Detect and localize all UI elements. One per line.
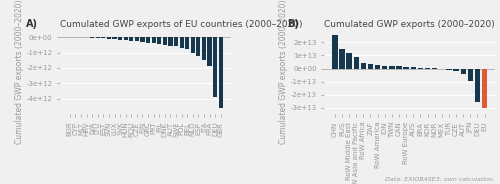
Bar	[346, 53, 352, 68]
Bar	[460, 68, 466, 74]
Bar	[340, 49, 344, 68]
Bar	[375, 65, 380, 68]
Bar	[396, 66, 402, 68]
Bar	[190, 37, 195, 52]
Bar	[368, 64, 373, 68]
Bar	[360, 63, 366, 68]
Bar	[382, 66, 388, 68]
Bar	[157, 37, 162, 44]
Bar	[389, 66, 394, 68]
Y-axis label: Cumulated GWP exports (2000–2020): Cumulated GWP exports (2000–2020)	[14, 0, 24, 144]
Bar	[135, 37, 139, 41]
Bar	[146, 37, 150, 43]
Bar	[468, 68, 473, 81]
Bar	[454, 68, 458, 71]
Bar	[218, 37, 223, 108]
Bar	[140, 37, 144, 42]
Bar	[152, 37, 156, 43]
Bar	[332, 35, 338, 68]
Bar	[475, 68, 480, 102]
Text: Data: EXIOBASE3; own calculation.: Data: EXIOBASE3; own calculation.	[385, 177, 495, 182]
Bar	[96, 37, 100, 38]
Bar	[213, 37, 217, 97]
Bar	[168, 37, 172, 46]
Bar	[107, 37, 111, 38]
Text: B): B)	[287, 19, 299, 29]
Bar	[124, 37, 128, 40]
Y-axis label: Cumulated GWP exports (2000–2020): Cumulated GWP exports (2000–2020)	[279, 0, 288, 144]
Bar	[410, 67, 416, 68]
Bar	[102, 37, 105, 38]
Bar	[196, 37, 200, 56]
Bar	[129, 37, 134, 41]
Text: A): A)	[26, 19, 38, 29]
Bar	[174, 37, 178, 46]
Bar	[354, 57, 359, 68]
Bar	[404, 67, 409, 68]
Bar	[202, 37, 206, 60]
Bar	[439, 68, 444, 69]
Bar	[118, 37, 122, 40]
Bar	[112, 37, 116, 39]
Bar	[208, 37, 212, 66]
Bar	[180, 37, 184, 48]
Bar	[482, 68, 487, 108]
Text: Cumulated GWP exports of EU countries (2000–2020): Cumulated GWP exports of EU countries (2…	[60, 20, 302, 29]
Text: Cumulated GWP exports (2000–2020): Cumulated GWP exports (2000–2020)	[324, 20, 495, 29]
Bar	[90, 37, 94, 38]
Bar	[163, 37, 167, 45]
Bar	[446, 68, 452, 70]
Bar	[185, 37, 190, 49]
